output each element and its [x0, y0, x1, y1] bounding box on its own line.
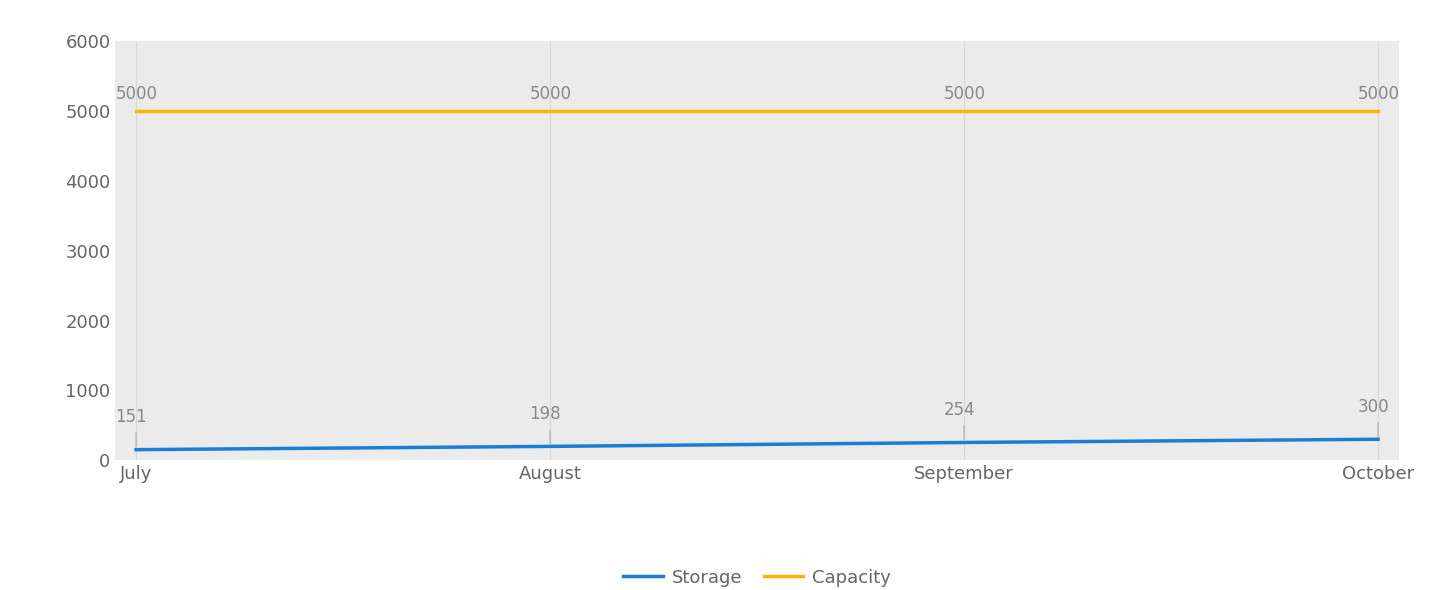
Text: 198: 198	[529, 405, 561, 422]
Text: 5000: 5000	[1357, 85, 1399, 103]
Text: 5000: 5000	[943, 85, 985, 103]
Text: 254: 254	[943, 401, 975, 419]
Text: 300: 300	[1357, 398, 1389, 415]
Legend: Storage, Capacity: Storage, Capacity	[616, 562, 898, 590]
Line: Storage: Storage	[136, 439, 1379, 450]
Text: 5000: 5000	[529, 85, 571, 103]
Storage	[541, 443, 558, 450]
Text: 5000: 5000	[115, 85, 157, 103]
Capacity	[956, 107, 973, 114]
Text: 151: 151	[115, 408, 147, 426]
Storage	[127, 446, 144, 453]
Capacity	[1370, 107, 1387, 114]
Storage	[1370, 435, 1387, 442]
Capacity	[127, 107, 144, 114]
Capacity	[541, 107, 558, 114]
Storage	[956, 439, 973, 446]
